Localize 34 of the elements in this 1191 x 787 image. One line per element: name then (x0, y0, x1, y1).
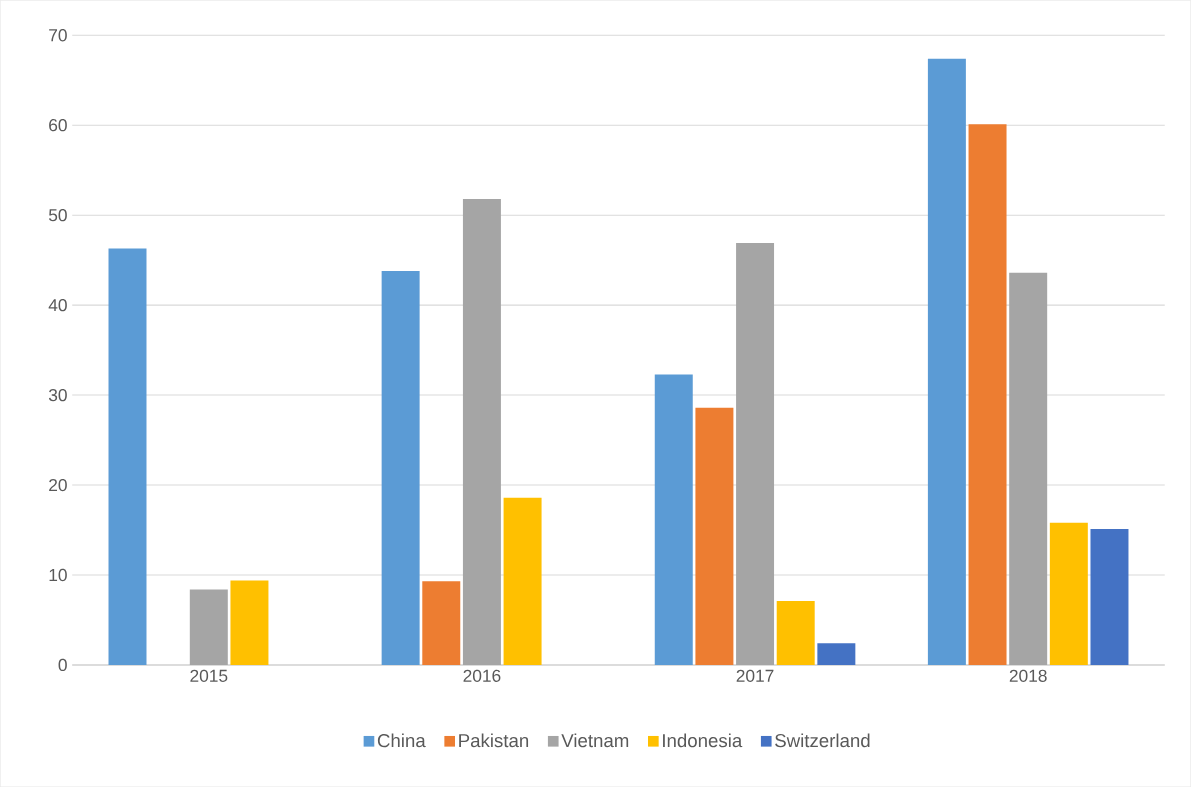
bar (695, 407, 734, 665)
y-tick-label: 20 (49, 478, 67, 492)
bar (108, 248, 147, 665)
bar (776, 601, 815, 665)
y-tick-label: 30 (48, 388, 67, 402)
x-tick-label: 2016 (463, 669, 501, 682)
y-tick-label: 60 (49, 118, 67, 132)
bar (927, 58, 966, 665)
y-tick-label: 70 (49, 29, 67, 42)
y-tick-label: 10 (49, 568, 67, 582)
bar (381, 270, 420, 665)
legend-label: Pakistan (459, 733, 529, 748)
bar (503, 497, 542, 665)
y-tick-label: 50 (48, 208, 67, 222)
bar (462, 198, 501, 665)
x-tick-label: 2015 (190, 669, 228, 682)
bar (422, 581, 461, 665)
legend-label: Indonesia (663, 733, 743, 748)
y-tick-label: 40 (48, 298, 67, 312)
legend-label: China (377, 733, 426, 748)
bar (968, 124, 1007, 665)
bar (1009, 272, 1048, 665)
bar (1049, 522, 1088, 665)
bar (654, 374, 693, 665)
x-tick-label: 2017 (736, 669, 774, 682)
legend-label: Switzerland (775, 733, 870, 748)
bar (817, 643, 856, 665)
x-tick-label: 2018 (1009, 669, 1047, 682)
bar (230, 580, 269, 665)
y-tick-label: 0 (58, 658, 67, 672)
legend-label: Vietnam (561, 733, 629, 748)
bar (1090, 529, 1129, 665)
bar (189, 589, 228, 665)
bar (736, 242, 775, 665)
